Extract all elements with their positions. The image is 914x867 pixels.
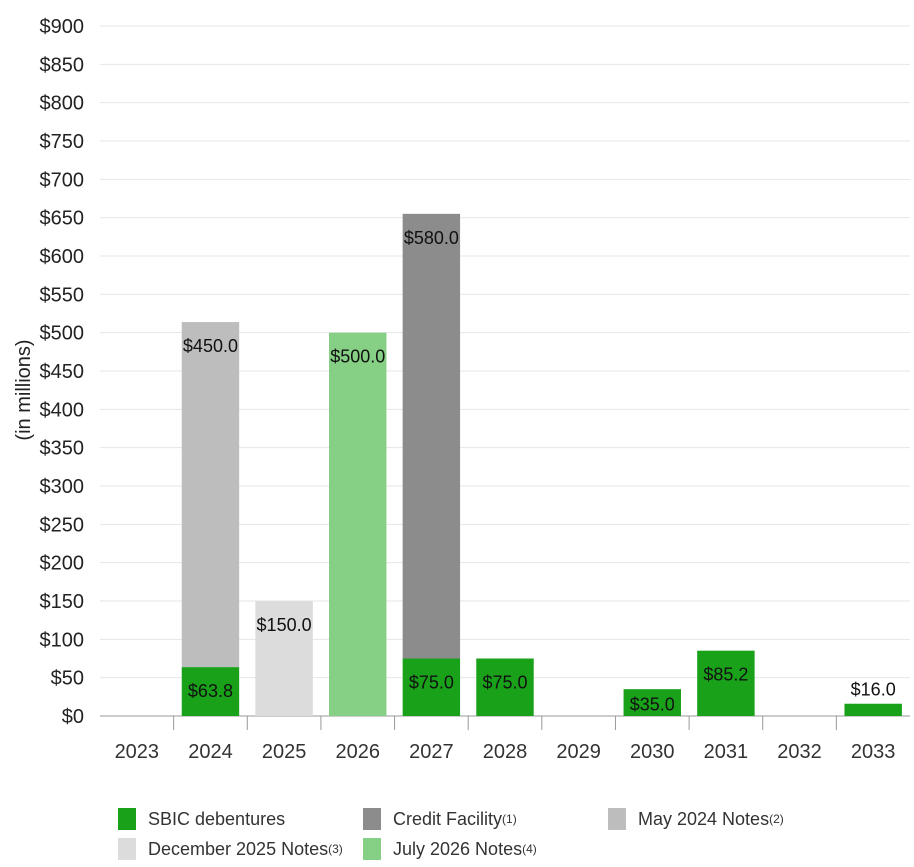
bar-segment (402, 658, 461, 716)
y-tick-label: $250 (40, 514, 85, 536)
y-tick-label: $600 (40, 246, 85, 268)
legend: SBIC debentures Credit Facility (1) May 202… (118, 808, 908, 864)
legend-label: July 2026 Notes (393, 838, 523, 859)
y-tick-label: $50 (51, 668, 84, 690)
legend-label: Credit Facility (393, 808, 503, 829)
legend-footnote: (3) (328, 842, 343, 856)
data-label: $150.0 (257, 615, 312, 635)
y-axis-label: (in millions) (13, 339, 35, 440)
x-tick-label: 2026 (335, 741, 380, 763)
maturity-bar-chart: $0 $50 $100 $150 $200 $250 $300 $350 $400 $450 $50… (13, 16, 910, 763)
data-label: $580.0 (404, 228, 459, 248)
data-label: $35.0 (630, 695, 675, 715)
y-tick-label: $350 (40, 438, 85, 460)
x-axis: 2023 2024 2025 2026 2027 2028 2029 2030 2031 2032… (115, 716, 896, 763)
y-tick-label: $900 (40, 16, 85, 38)
legend-swatch (608, 808, 626, 830)
legend-swatch (118, 838, 136, 860)
data-label: $450.0 (183, 336, 238, 356)
y-tick-label: $800 (40, 93, 85, 115)
y-tick-label: $450 (40, 361, 85, 383)
legend-swatch (363, 808, 381, 830)
x-tick-label: 2030 (630, 741, 675, 763)
legend-item: May 2024 Notes (2) (608, 808, 784, 830)
data-label: $85.2 (703, 665, 748, 685)
bar-segment (623, 689, 681, 716)
y-tick-label: $150 (40, 591, 85, 613)
bar-segment (181, 667, 240, 716)
y-tick-label: $700 (40, 169, 85, 191)
x-tick-label: 2025 (262, 741, 307, 763)
y-tick-label: $100 (40, 629, 85, 651)
legend-label: SBIC debentures (148, 808, 286, 829)
data-label: $500.0 (330, 347, 385, 367)
data-label: $75.0 (409, 673, 454, 693)
data-label: $63.8 (188, 681, 233, 701)
legend-label: December 2025 Notes (148, 838, 329, 859)
bar-segment (476, 658, 534, 716)
legend-footnote: (4) (522, 842, 537, 856)
y-tick-label: $850 (40, 54, 85, 76)
y-tick-label: $500 (40, 323, 85, 345)
x-tick-label: 2023 (115, 741, 160, 763)
legend-label: May 2024 Notes (638, 808, 770, 829)
bar-segment (697, 650, 755, 716)
y-tick-label: $200 (40, 553, 85, 575)
legend-footnote: (1) (502, 812, 517, 826)
data-labels: $63.8 $450.0 $150.0 $500.0 $75.0 $580.0 $75.0 $… (183, 228, 896, 715)
y-tick-label: $400 (40, 399, 85, 421)
y-tick-label: $300 (40, 476, 85, 498)
legend-item: December 2025 Notes (3) (118, 838, 343, 860)
y-tick-label: $0 (62, 706, 84, 728)
legend-footnote: (2) (769, 812, 784, 826)
bar-segment (402, 213, 461, 659)
bar-segment (255, 601, 313, 716)
data-label: $75.0 (482, 673, 527, 693)
y-tick-label: $750 (40, 131, 85, 153)
legend-swatch (363, 838, 381, 860)
y-tick-label: $650 (40, 208, 85, 230)
x-tick-label: 2029 (556, 741, 601, 763)
x-tick-label: 2032 (777, 741, 822, 763)
bar-segment (329, 332, 387, 716)
legend-item: SBIC debentures (118, 808, 285, 830)
bars (181, 213, 902, 716)
data-label: $16.0 (851, 680, 896, 700)
bar-segment (844, 703, 902, 716)
legend-item: Credit Facility (1) (363, 808, 517, 830)
x-tick-label: 2024 (188, 741, 233, 763)
x-tick-label: 2031 (704, 741, 749, 763)
legend-item: July 2026 Notes (4) (363, 838, 537, 860)
x-tick-label: 2028 (483, 741, 528, 763)
y-tick-label: $550 (40, 284, 85, 306)
bar-segment (181, 322, 240, 668)
x-tick-label: 2033 (851, 741, 896, 763)
y-axis: $0 $50 $100 $150 $200 $250 $300 $350 $400 $450 $50… (40, 16, 85, 728)
legend-swatch (118, 808, 136, 830)
x-tick-label: 2027 (409, 741, 454, 763)
